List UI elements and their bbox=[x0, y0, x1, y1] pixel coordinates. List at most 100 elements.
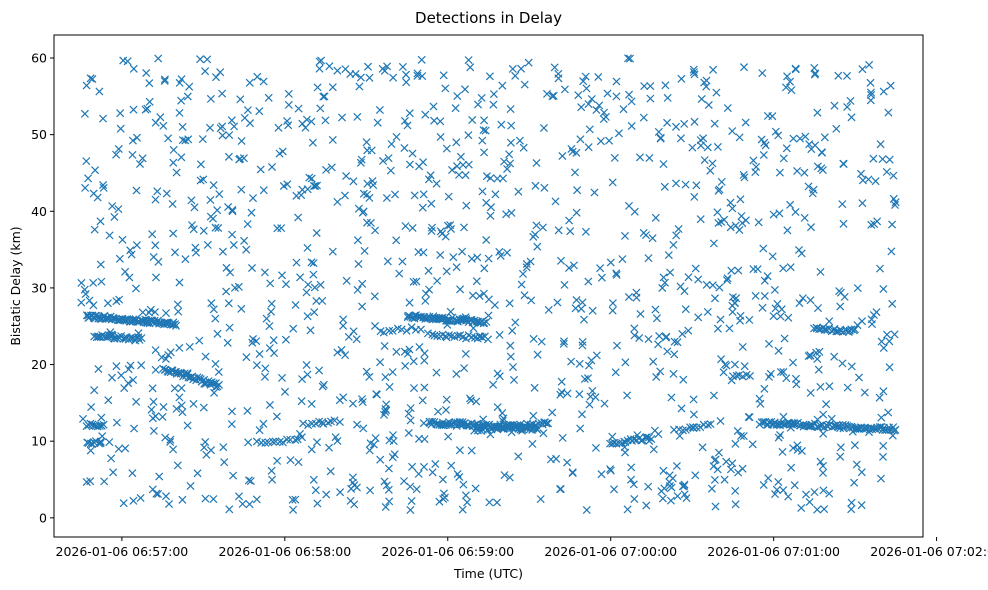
detection-point bbox=[405, 298, 414, 307]
detection-point bbox=[576, 135, 585, 144]
detection-point bbox=[441, 405, 451, 415]
detection-point bbox=[164, 134, 173, 143]
detection-point bbox=[439, 489, 448, 498]
detection-point bbox=[312, 296, 321, 306]
detection-point bbox=[731, 439, 740, 448]
detection-point bbox=[298, 119, 307, 128]
detection-point bbox=[646, 82, 655, 91]
detection-point bbox=[670, 337, 679, 346]
detection-point bbox=[620, 231, 630, 240]
detection-point bbox=[461, 171, 470, 180]
detection-point bbox=[185, 82, 194, 91]
detection-point bbox=[201, 352, 210, 361]
detection-point bbox=[738, 342, 747, 351]
detection-point bbox=[531, 181, 540, 190]
detection-point bbox=[740, 173, 749, 182]
detection-point bbox=[191, 243, 200, 252]
detection-point bbox=[157, 353, 166, 362]
detection-point bbox=[568, 468, 577, 477]
detection-point bbox=[443, 316, 452, 325]
detection-point bbox=[714, 448, 723, 457]
detection-point bbox=[277, 224, 286, 233]
detection-point bbox=[728, 307, 737, 317]
detection-point bbox=[161, 492, 171, 501]
detection-point bbox=[439, 71, 448, 80]
detection-point bbox=[173, 300, 182, 309]
detection-point bbox=[527, 296, 536, 305]
detection-point bbox=[444, 331, 454, 340]
detection-point bbox=[757, 135, 766, 144]
detection-point bbox=[736, 195, 745, 204]
detection-point bbox=[448, 165, 457, 175]
detection-point bbox=[507, 208, 516, 217]
detection-point bbox=[759, 480, 768, 490]
detection-point bbox=[594, 72, 603, 82]
detection-point bbox=[383, 257, 392, 266]
detection-point bbox=[138, 154, 147, 163]
detection-point bbox=[127, 250, 136, 259]
detection-point bbox=[87, 403, 96, 412]
detection-point bbox=[284, 89, 293, 98]
detection-point bbox=[244, 438, 253, 447]
detection-point bbox=[187, 221, 197, 230]
detection-point bbox=[814, 365, 823, 374]
detection-point bbox=[237, 185, 246, 194]
detection-point bbox=[599, 108, 609, 117]
detection-point bbox=[692, 181, 701, 190]
detection-point bbox=[610, 153, 619, 162]
detection-point bbox=[299, 419, 308, 428]
detection-point bbox=[497, 120, 506, 129]
detection-point bbox=[89, 301, 98, 310]
detection-point bbox=[349, 177, 358, 186]
detection-point bbox=[581, 227, 590, 236]
detection-point bbox=[658, 283, 667, 293]
detection-point bbox=[559, 339, 568, 348]
detection-point bbox=[96, 217, 105, 226]
detection-point bbox=[465, 394, 475, 403]
detection-point bbox=[446, 221, 455, 230]
detection-point bbox=[177, 75, 186, 84]
detection-point bbox=[508, 64, 517, 73]
detection-point bbox=[847, 498, 856, 507]
detection-point bbox=[419, 190, 428, 199]
detection-point bbox=[885, 155, 894, 164]
detection-point bbox=[520, 291, 529, 300]
detection-point bbox=[791, 65, 800, 74]
detection-point bbox=[319, 92, 328, 101]
detection-point bbox=[268, 437, 277, 446]
detection-point bbox=[307, 399, 316, 408]
chart-title: Detections in Delay bbox=[415, 9, 562, 27]
detection-point bbox=[478, 333, 487, 342]
detection-point bbox=[677, 74, 686, 83]
detection-point bbox=[674, 224, 683, 234]
detection-point bbox=[482, 235, 491, 245]
detection-point bbox=[715, 283, 724, 292]
detection-point bbox=[472, 423, 481, 432]
detection-point bbox=[419, 419, 428, 428]
detection-point bbox=[690, 117, 699, 126]
detection-point bbox=[770, 490, 780, 499]
detection-point bbox=[392, 132, 401, 141]
detection-point bbox=[452, 162, 462, 171]
detection-point bbox=[409, 357, 418, 366]
detection-point bbox=[495, 330, 504, 339]
detection-point bbox=[307, 117, 316, 126]
detection-point bbox=[298, 375, 307, 384]
detection-point bbox=[228, 205, 237, 214]
detection-point bbox=[211, 359, 220, 368]
detection-point bbox=[713, 208, 722, 217]
detection-point bbox=[679, 375, 688, 384]
detection-point bbox=[774, 477, 783, 487]
detection-point bbox=[132, 186, 141, 195]
detection-point bbox=[319, 380, 328, 389]
detection-point bbox=[768, 112, 777, 121]
detection-point bbox=[707, 484, 716, 493]
detection-point bbox=[160, 75, 169, 84]
detection-point bbox=[320, 92, 329, 101]
detection-point bbox=[247, 263, 257, 273]
detection-point bbox=[319, 419, 328, 428]
detection-point bbox=[606, 465, 615, 474]
detection-point bbox=[782, 374, 791, 383]
detection-point bbox=[612, 92, 621, 101]
detection-point bbox=[827, 414, 836, 423]
